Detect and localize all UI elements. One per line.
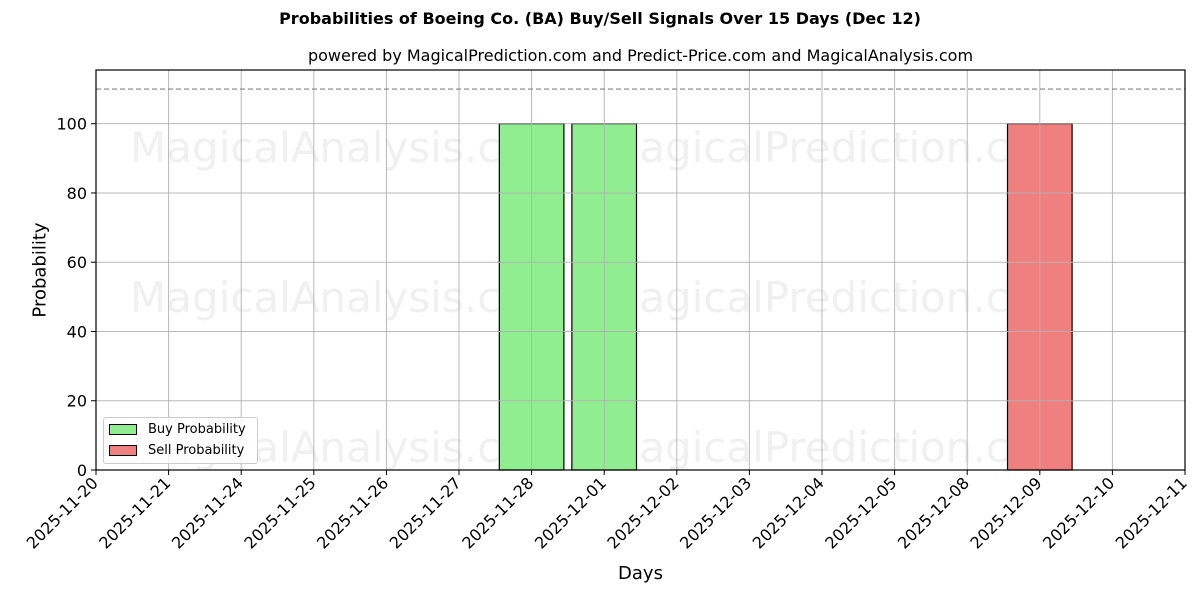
- chart-subtitle: powered by MagicalPrediction.com and Pre…: [307, 46, 974, 65]
- y-axis-label: Probability: [29, 222, 51, 318]
- watermarks: MagicalAnalysis.com MagicalPrediction.com…: [130, 123, 1076, 472]
- y-tick-label: 100: [56, 115, 87, 134]
- y-tick-label: 20: [67, 392, 87, 411]
- x-tick-label: 2025-12-11: [1112, 473, 1191, 552]
- y-tick-label: 60: [67, 253, 87, 272]
- x-axis-label: Days: [618, 563, 663, 584]
- legend-item-buy: Buy Probability: [109, 422, 246, 437]
- x-tick-label: 2025-12-09: [966, 473, 1045, 552]
- y-axis-ticks: 0 20 40 60 80 100: [56, 115, 96, 480]
- x-tick-label: 2025-12-01: [531, 473, 610, 552]
- x-tick-label: 2025-12-04: [749, 473, 828, 552]
- legend-item-sell: Sell Probability: [109, 443, 244, 458]
- grid: [96, 70, 1185, 470]
- x-axis-ticks: 2025-11-202025-11-212025-11-242025-11-25…: [23, 470, 1191, 553]
- y-tick-label: 80: [67, 184, 87, 203]
- x-tick-label: 2025-11-21: [95, 473, 174, 552]
- x-tick-label: 2025-12-10: [1039, 473, 1118, 552]
- x-tick-label: 2025-11-20: [23, 473, 102, 552]
- sell-swatch-icon: [109, 445, 137, 456]
- y-tick-label: 0: [77, 461, 87, 480]
- axes-frame: [95, 69, 1186, 471]
- x-tick-label: 2025-11-25: [240, 473, 319, 552]
- watermark-text: MagicalPrediction.com: [603, 273, 1076, 322]
- x-tick-label: 2025-12-05: [821, 473, 900, 552]
- x-tick-label: 2025-11-24: [168, 473, 247, 552]
- watermark-text: MagicalPrediction.com: [603, 423, 1076, 472]
- legend-sell-label: Sell Probability: [148, 443, 245, 458]
- x-tick-label: 2025-11-27: [386, 473, 465, 552]
- x-tick-label: 2025-11-26: [313, 473, 392, 552]
- y-tick-label: 40: [67, 322, 87, 341]
- chart-title: Probabilities of Boeing Co. (BA) Buy/Sel…: [279, 9, 921, 28]
- legend-buy-label: Buy Probability: [148, 422, 246, 437]
- x-tick-label: 2025-12-08: [894, 473, 973, 552]
- x-tick-label: 2025-12-02: [603, 473, 682, 552]
- watermark-text: MagicalPrediction.com: [603, 123, 1076, 172]
- watermark-text: MagicalAnalysis.com: [130, 123, 567, 172]
- x-tick-label: 2025-12-03: [676, 473, 755, 552]
- legend: Buy Probability Sell Probability: [103, 417, 258, 464]
- watermark-text: MagicalAnalysis.com: [130, 273, 567, 322]
- x-tick-label: 2025-11-28: [458, 473, 537, 552]
- buy-swatch-icon: [109, 424, 137, 435]
